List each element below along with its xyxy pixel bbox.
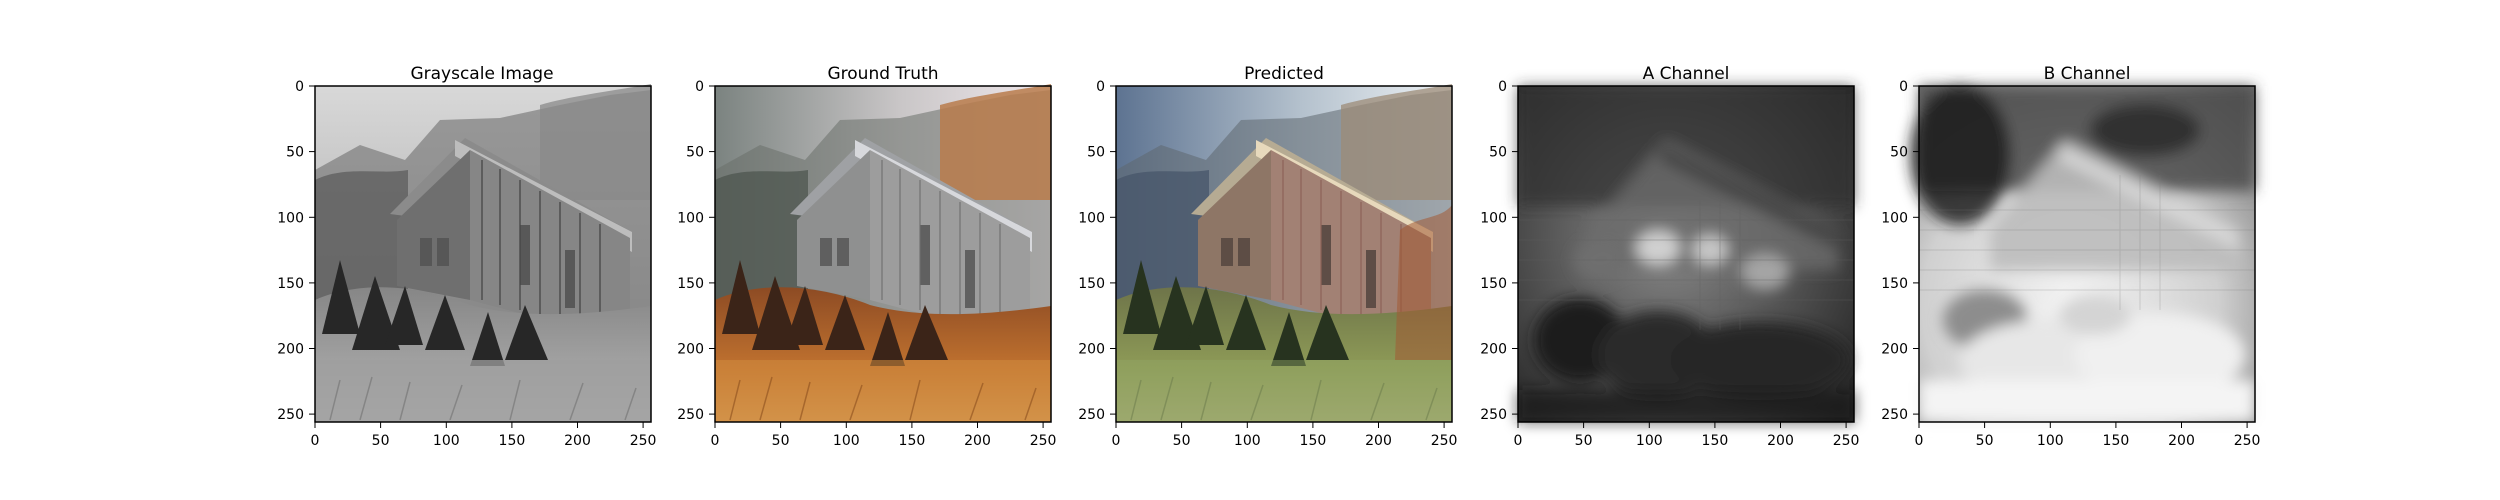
x-tick-label: 150 [499,433,526,449]
panel-predicted: Predicted [1078,64,1457,449]
x-tick-label: 200 [2168,433,2195,449]
x-tick-label: 0 [711,433,720,449]
y-tick-label: 250 [1078,407,1105,423]
y-tick-label: 0 [1498,79,1507,95]
x-tick-label: 250 [1431,433,1458,449]
panel-title: B Channel [2044,64,2131,84]
axes-frame [1918,85,2256,423]
y-axis: 0 50 100 150 200 250 [1881,79,1919,423]
y-tick-label: 100 [677,210,704,226]
x-tick-label: 100 [1636,433,1663,449]
x-tick-label: 150 [899,433,926,449]
panel-grayscale: Grayscale Image [277,64,656,449]
y-tick-label: 50 [286,145,304,161]
y-tick-label: 50 [1087,145,1105,161]
y-tick-label: 0 [695,79,704,95]
x-axis: 0 50 100 150 200 250 [1514,422,1860,449]
y-axis: 0 50 100 150 200 250 [1078,79,1116,423]
y-tick-label: 150 [277,276,304,292]
panel-title: Grayscale Image [410,64,553,84]
y-tick-label: 150 [1078,276,1105,292]
x-tick-label: 100 [1234,433,1261,449]
x-tick-label: 50 [1575,433,1593,449]
y-tick-label: 200 [1480,342,1507,358]
panel-title: A Channel [1643,64,1730,84]
x-tick-label: 100 [833,433,860,449]
y-tick-label: 100 [1078,210,1105,226]
y-tick-label: 200 [1078,342,1105,358]
grayscale-barn-image [315,84,651,422]
x-tick-label: 150 [1300,433,1327,449]
y-tick-label: 250 [277,407,304,423]
axes-frame [1115,85,1453,423]
y-tick-label: 250 [1881,407,1908,423]
predicted-barn-image [1116,84,1452,422]
panel-title: Predicted [1244,64,1324,84]
x-tick-label: 50 [372,433,390,449]
x-tick-label: 250 [1833,433,1860,449]
x-tick-label: 250 [630,433,657,449]
y-tick-label: 0 [1096,79,1105,95]
y-tick-label: 100 [1881,210,1908,226]
x-tick-label: 200 [1767,433,1794,449]
y-axis: 0 50 100 150 200 250 [1480,79,1518,423]
x-axis: 0 50 100 150 200 250 [1112,422,1458,449]
x-tick-label: 200 [1365,433,1392,449]
panel-ground-truth: Ground Truth [677,64,1056,449]
x-axis: 0 50 100 150 200 250 [1915,422,2261,449]
y-tick-label: 100 [1480,210,1507,226]
y-tick-label: 0 [1899,79,1908,95]
y-tick-label: 50 [1489,145,1507,161]
axes-frame [314,85,652,423]
axes-frame [1517,85,1855,423]
y-tick-label: 50 [1890,145,1908,161]
x-tick-label: 150 [2103,433,2130,449]
x-tick-label: 0 [1514,433,1523,449]
x-tick-label: 0 [311,433,320,449]
panel-title: Ground Truth [827,64,938,84]
y-tick-label: 150 [1480,276,1507,292]
y-axis: 0 50 100 150 200 250 [277,79,315,423]
x-tick-label: 250 [1030,433,1057,449]
axes-frame [714,85,1052,423]
y-tick-label: 150 [1881,276,1908,292]
x-tick-label: 250 [2234,433,2261,449]
y-tick-label: 250 [677,407,704,423]
b-channel-image [1910,85,2255,422]
y-tick-label: 150 [677,276,704,292]
x-tick-label: 100 [2037,433,2064,449]
y-tick-label: 200 [277,342,304,358]
y-tick-label: 50 [686,145,704,161]
x-tick-label: 200 [564,433,591,449]
y-tick-label: 200 [1881,342,1908,358]
x-tick-label: 0 [1915,433,1924,449]
panel-b-channel: B Channel [1881,64,2260,449]
y-tick-label: 200 [677,342,704,358]
x-tick-label: 50 [772,433,790,449]
y-tick-label: 250 [1480,407,1507,423]
y-tick-label: 100 [277,210,304,226]
x-tick-label: 150 [1702,433,1729,449]
ground-truth-barn-image [715,84,1051,422]
x-tick-label: 200 [964,433,991,449]
x-tick-label: 50 [1976,433,1994,449]
panel-a-channel: A Channel [1480,64,1859,449]
x-axis: 0 50 100 150 200 250 [711,422,1057,449]
y-axis: 0 50 100 150 200 250 [677,79,715,423]
x-axis: 0 50 100 150 200 250 [311,422,657,449]
a-channel-image [1518,86,1854,422]
x-tick-label: 0 [1112,433,1121,449]
x-tick-label: 50 [1173,433,1191,449]
x-tick-label: 100 [433,433,460,449]
y-tick-label: 0 [295,79,304,95]
